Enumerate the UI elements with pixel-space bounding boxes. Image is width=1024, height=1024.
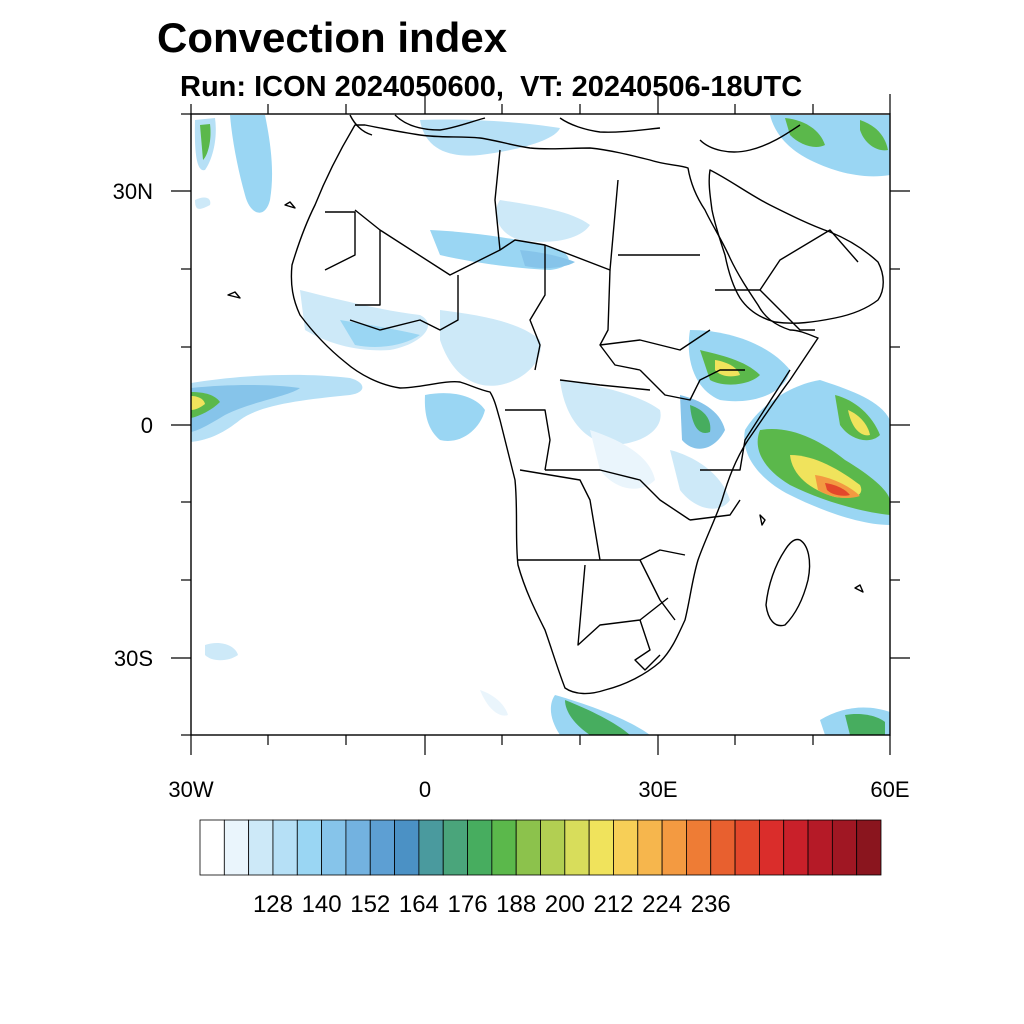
coastlines bbox=[227, 114, 884, 695]
colorbar-swatch bbox=[564, 819, 590, 876]
colorbar-swatch bbox=[272, 819, 298, 876]
colorbar-swatch bbox=[710, 819, 736, 876]
colorbar-label: 236 bbox=[691, 891, 731, 918]
colorbar-swatch bbox=[807, 819, 833, 876]
map-subtitle: Run: ICON 2024050600, VT: 20240506-18UTC bbox=[180, 71, 803, 103]
lon-label-30e: 30E bbox=[638, 777, 677, 802]
colorbar-swatch bbox=[637, 819, 663, 876]
colorbar-swatch bbox=[661, 819, 687, 876]
colorbar-label: 164 bbox=[399, 891, 439, 918]
colorbar-label: 224 bbox=[642, 891, 682, 918]
colorbar-swatch bbox=[515, 819, 541, 876]
lat-label-30s: 30S bbox=[114, 646, 153, 671]
colorbar-swatch bbox=[248, 819, 274, 876]
colorbar-swatch bbox=[540, 819, 566, 876]
colorbar: 128 140 152 164 176 188 200 212 224 236 bbox=[199, 819, 882, 918]
colorbar-swatch bbox=[223, 819, 250, 876]
colorbar-label: 212 bbox=[593, 891, 633, 918]
colorbar-swatch bbox=[296, 819, 323, 876]
colorbar-swatch bbox=[418, 819, 444, 876]
axis-labels: 30W 0 30E 60E 30N 0 30S bbox=[113, 179, 910, 802]
lon-label-0: 0 bbox=[419, 777, 431, 802]
map-title: Convection index bbox=[157, 14, 508, 61]
colorbar-swatch bbox=[321, 819, 347, 876]
colorbar-label: 188 bbox=[496, 891, 536, 918]
axis-ticks bbox=[171, 94, 910, 755]
colorbar-label: 200 bbox=[545, 891, 585, 918]
colorbar-label: 152 bbox=[350, 891, 390, 918]
convection-shading bbox=[191, 115, 890, 735]
colorbar-swatch bbox=[467, 819, 493, 876]
colorbar-swatch bbox=[369, 819, 395, 876]
colorbar-swatch bbox=[613, 819, 639, 876]
lon-label-30w: 30W bbox=[168, 777, 213, 802]
colorbar-label: 140 bbox=[302, 891, 342, 918]
colorbar-swatch bbox=[734, 819, 760, 876]
colorbar-swatch bbox=[686, 819, 712, 876]
colorbar-label: 176 bbox=[448, 891, 488, 918]
colorbar-swatch bbox=[394, 819, 420, 876]
colorbar-swatch bbox=[588, 819, 614, 876]
lat-label-0: 0 bbox=[141, 413, 153, 438]
colorbar-swatch bbox=[491, 819, 517, 876]
lat-label-30n: 30N bbox=[113, 179, 153, 204]
colorbar-label: 128 bbox=[253, 891, 293, 918]
lon-label-60e: 60E bbox=[870, 777, 909, 802]
colorbar-swatch bbox=[345, 819, 371, 876]
colorbar-swatch bbox=[783, 819, 809, 876]
colorbar-swatch bbox=[758, 819, 785, 876]
colorbar-swatch bbox=[831, 819, 858, 876]
colorbar-swatch bbox=[856, 819, 882, 876]
colorbar-swatch bbox=[442, 819, 468, 876]
colorbar-swatch bbox=[199, 819, 225, 876]
